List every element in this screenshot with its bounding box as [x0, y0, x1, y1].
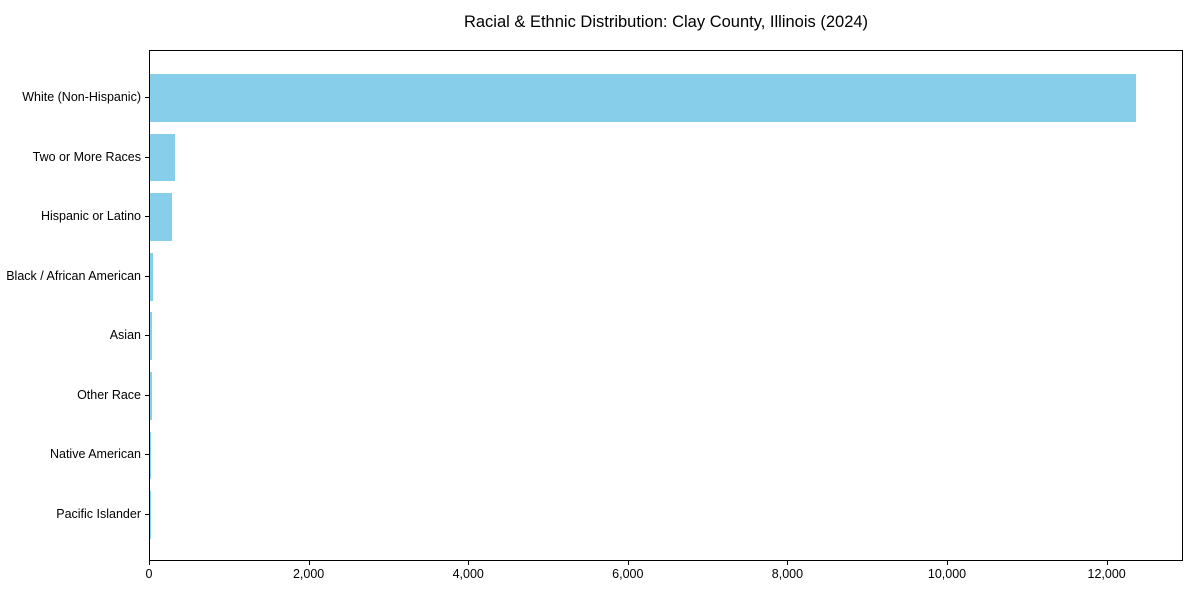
x-tick-mark — [787, 561, 789, 565]
plot-area — [149, 50, 1183, 561]
y-tick-label: Pacific Islander — [56, 506, 141, 521]
y-tick-label: Two or More Races — [32, 149, 141, 164]
x-tick-label: 2,000 — [292, 567, 325, 581]
x-tick-mark — [947, 561, 949, 565]
y-tick-label: Black / African American — [6, 268, 141, 283]
x-tick-mark — [1106, 561, 1108, 565]
y-tick-label: Asian — [109, 328, 141, 343]
bar — [150, 133, 175, 182]
x-tick-label: 0 — [145, 567, 153, 581]
y-tick-label: White (Non-Hispanic) — [22, 90, 141, 104]
bar — [150, 312, 153, 361]
x-tick-label: 12,000 — [1087, 567, 1126, 581]
x-tick-mark — [149, 561, 150, 565]
y-tick-label: Hispanic or Latino — [40, 209, 141, 224]
y-tick-mark — [145, 275, 149, 277]
bar — [150, 252, 154, 301]
x-tick-label: 6,000 — [612, 567, 644, 581]
y-tick-label: Other Race — [77, 387, 141, 402]
y-tick-mark — [145, 394, 149, 396]
chart-title: Racial & Ethnic Distribution: Clay Count… — [463, 13, 869, 31]
y-tick-mark — [145, 513, 149, 515]
y-tick-mark — [145, 335, 149, 337]
y-tick-mark — [145, 216, 149, 218]
y-tick-mark — [145, 454, 149, 456]
y-tick-label: Native American — [49, 447, 141, 462]
bar — [150, 372, 152, 420]
x-tick-label: 10,000 — [927, 567, 967, 581]
x-tick-label: 8,000 — [771, 567, 804, 581]
y-tick-mark — [145, 156, 149, 158]
x-tick-mark — [308, 561, 310, 565]
x-tick-mark — [468, 561, 470, 565]
bar — [150, 193, 172, 241]
x-tick-mark — [627, 561, 629, 565]
bar — [150, 74, 1136, 122]
bar — [150, 431, 151, 480]
y-tick-mark — [145, 97, 149, 98]
x-tick-label: 4,000 — [452, 567, 484, 581]
